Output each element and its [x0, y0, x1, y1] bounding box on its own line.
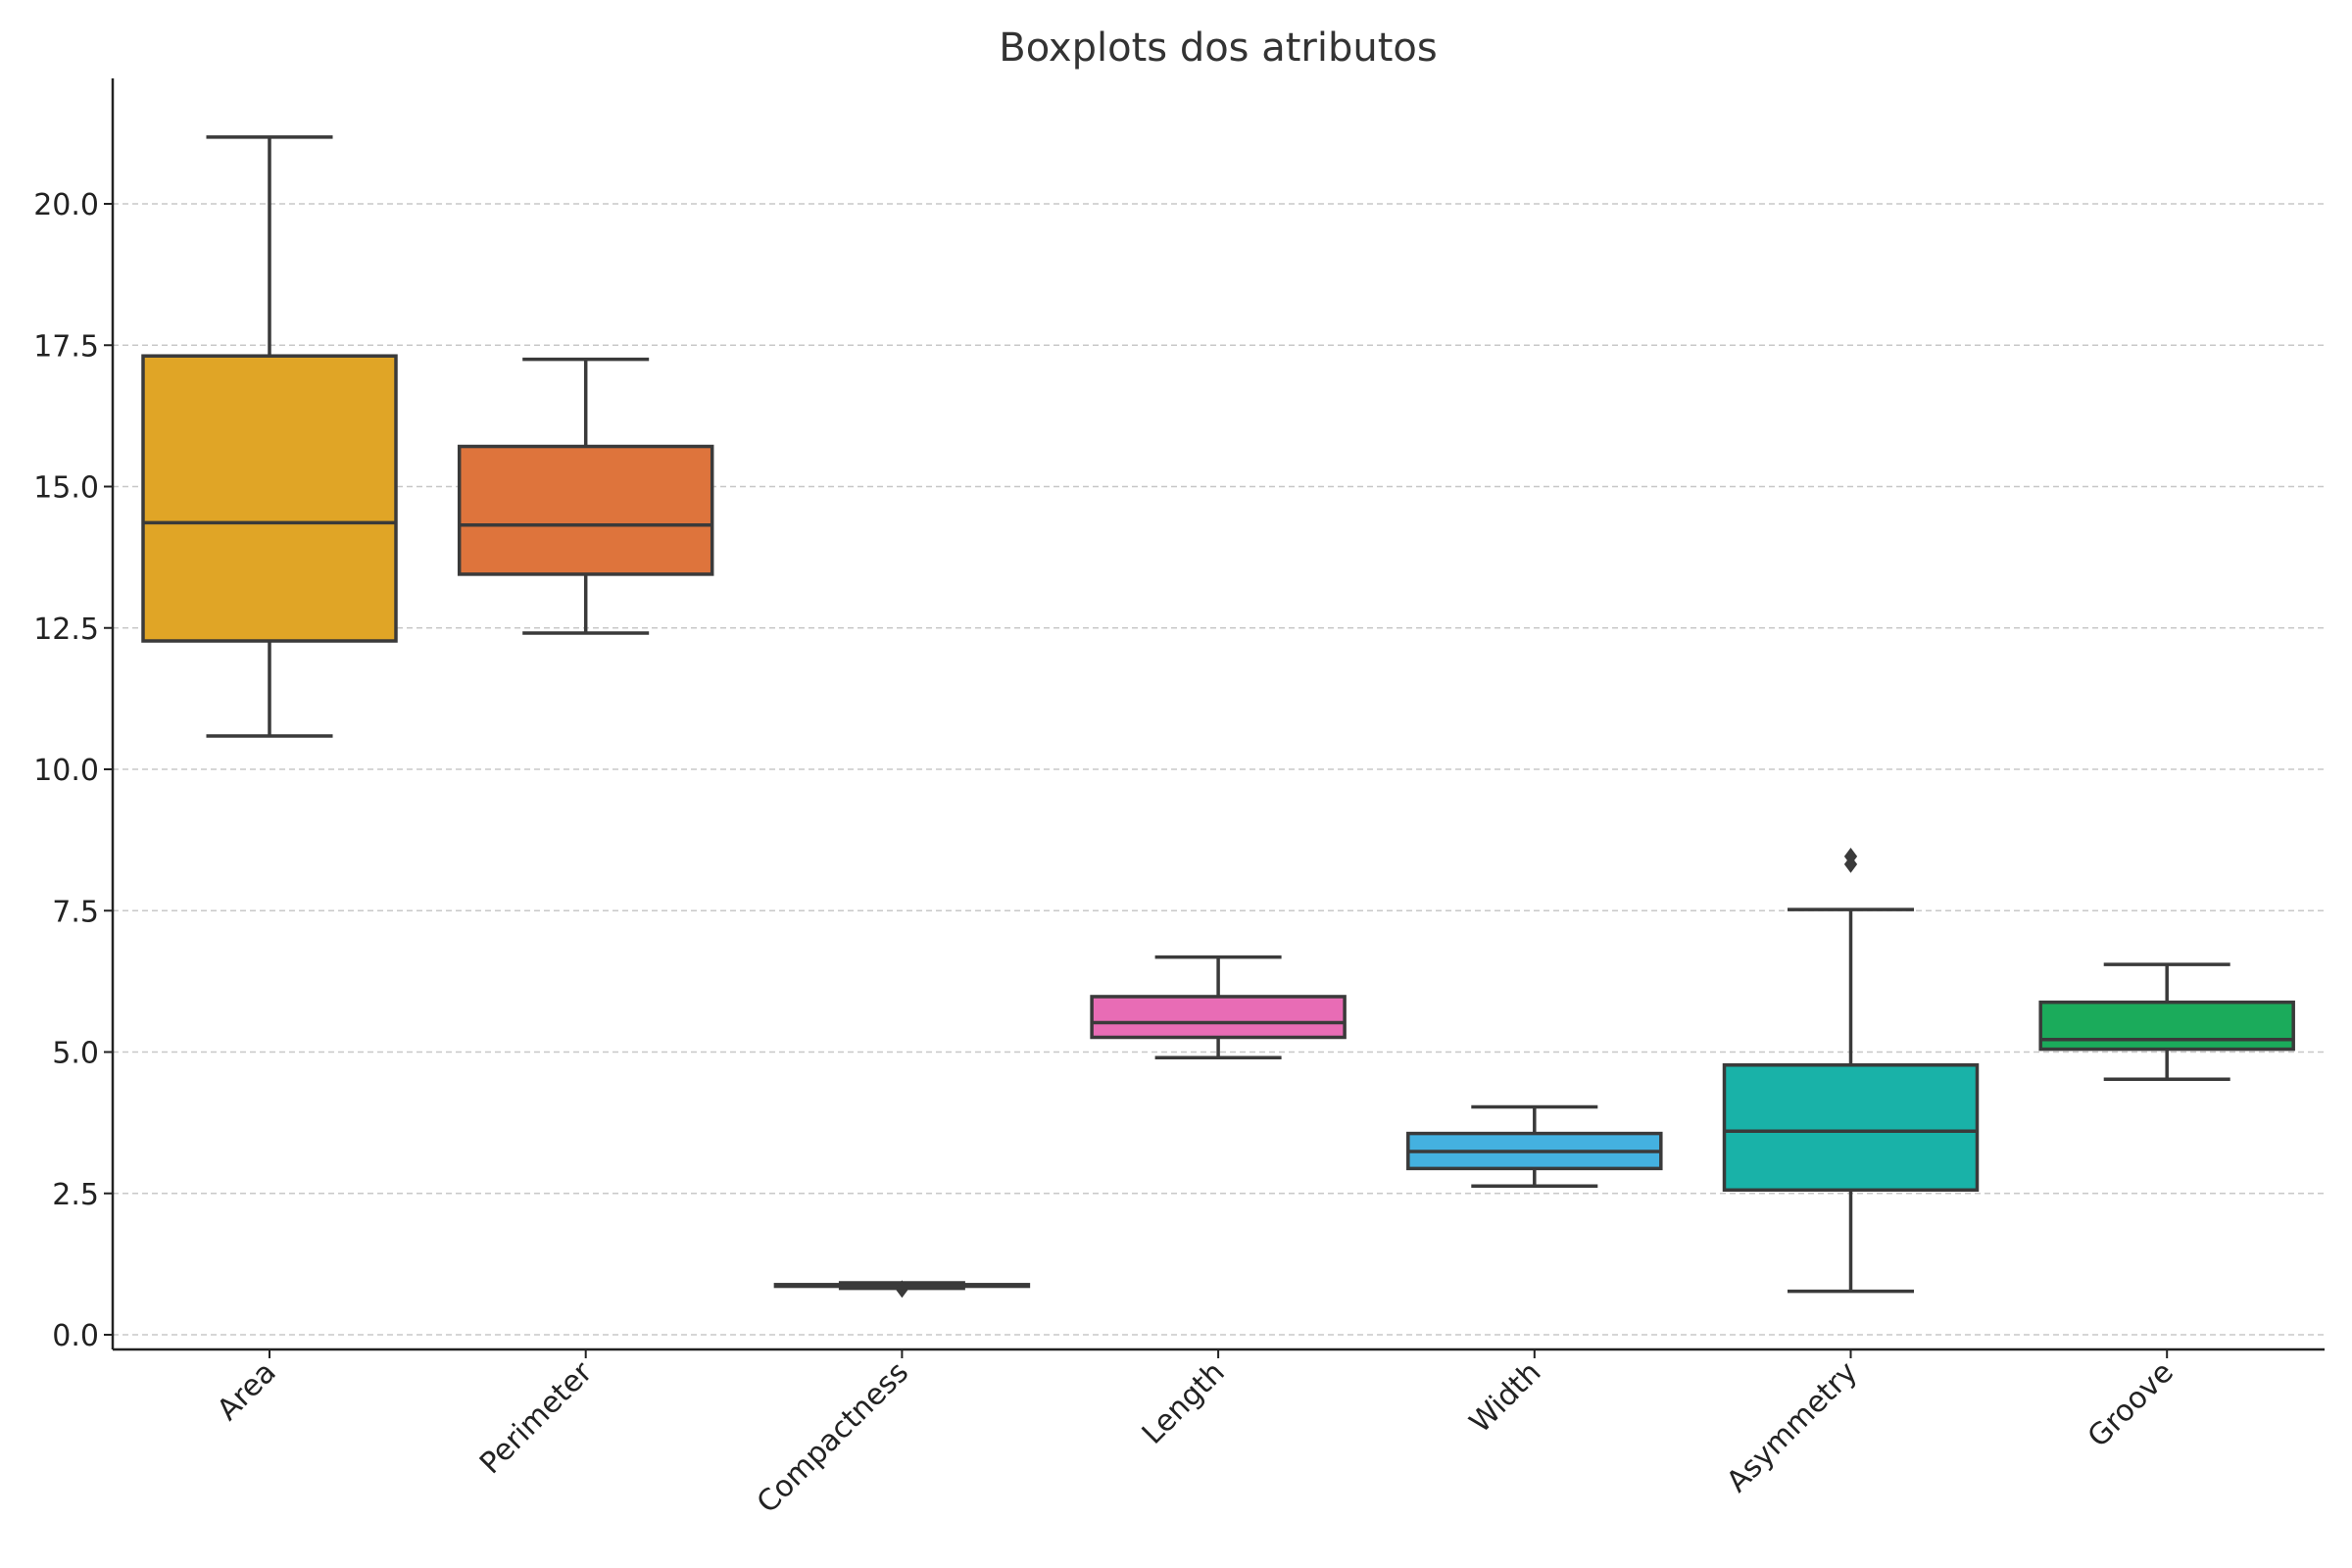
outlier-point — [1843, 848, 1858, 865]
x-tick-label-width: Width — [1463, 1355, 1547, 1440]
x-tick-label-area: Area — [211, 1355, 283, 1428]
box-group-length — [1090, 955, 1347, 1060]
x-tick-layer: Area Perimeter Compactness Length Width Asymm… — [211, 1349, 2180, 1520]
y-tick-label: 7.5 — [52, 895, 99, 929]
box-groove — [2038, 1000, 2295, 1052]
y-tick-label: 2.5 — [52, 1178, 99, 1212]
chart-title: Boxplots dos atributos — [999, 25, 1437, 71]
x-tick-label-length: Length — [1136, 1355, 1232, 1451]
box-group-compactness — [773, 1280, 1031, 1298]
box-group-asymmetry — [1722, 848, 1980, 1294]
y-tick-label: 12.5 — [33, 612, 99, 647]
box-group-area — [141, 135, 398, 738]
grid-layer — [113, 203, 2325, 1336]
box-area — [141, 354, 398, 643]
x-tick-label-perimeter: Perimeter — [473, 1354, 600, 1481]
y-tick-layer: 0.0 2.5 5.0 7.5 10.0 12.5 15.0 17.5 20.0 — [33, 188, 113, 1353]
x-tick-label-compactness: Compactness — [751, 1355, 915, 1520]
box-layer — [141, 135, 2295, 1298]
box-group-width — [1406, 1104, 1663, 1188]
box-group-perimeter — [457, 357, 714, 635]
outlier-point — [895, 1280, 909, 1298]
box-asymmetry — [1722, 1063, 1980, 1193]
box-length — [1090, 995, 1347, 1040]
y-tick-label: 17.5 — [33, 329, 99, 364]
y-tick-label: 20.0 — [33, 188, 99, 222]
y-tick-label: 15.0 — [33, 471, 99, 506]
x-tick-label-groove: Groove — [2082, 1355, 2180, 1454]
box-perimeter — [457, 444, 714, 576]
y-tick-label: 0.0 — [52, 1319, 99, 1353]
x-tick-label-asymmetry: Asymmetry — [1720, 1355, 1864, 1499]
y-tick-label: 10.0 — [33, 754, 99, 788]
y-tick-label: 5.0 — [52, 1037, 99, 1071]
box-group-groove — [2038, 962, 2295, 1081]
axis-layer — [111, 78, 2325, 1351]
